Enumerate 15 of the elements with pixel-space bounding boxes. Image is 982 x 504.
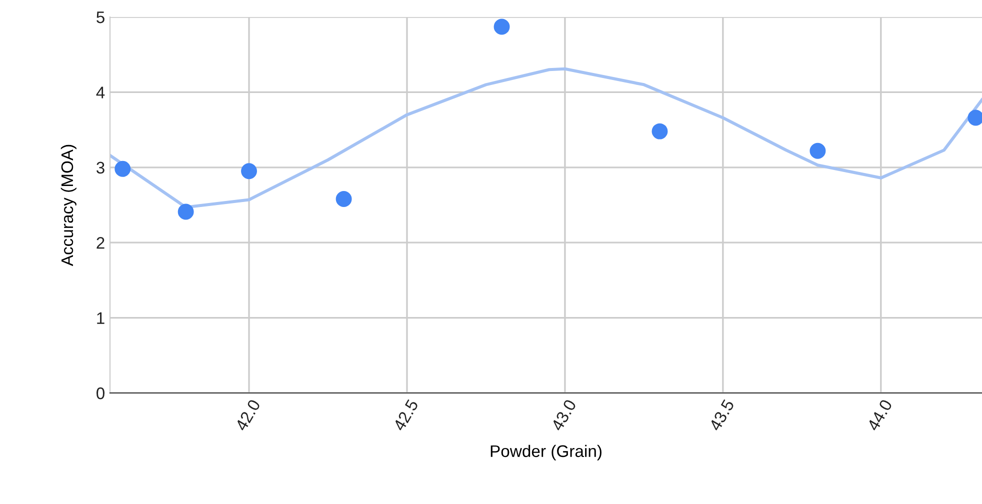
y-tick-label: 2 <box>96 237 104 249</box>
point <box>810 142 826 159</box>
point <box>114 160 131 177</box>
point <box>241 163 257 180</box>
y-tick-label: 3 <box>96 162 104 174</box>
x-axis-title: Powder (Grain) <box>490 444 602 460</box>
y-tick-label: 4 <box>96 86 105 98</box>
point <box>336 191 352 207</box>
point <box>494 18 510 35</box>
point <box>652 123 668 140</box>
y-tick-label: 5 <box>96 12 104 24</box>
y-tick-label: 1 <box>97 312 104 324</box>
point <box>178 204 194 220</box>
y-axis-title: Accuracy (MOA) <box>60 144 76 266</box>
y-tick-label: 0 <box>96 387 104 400</box>
